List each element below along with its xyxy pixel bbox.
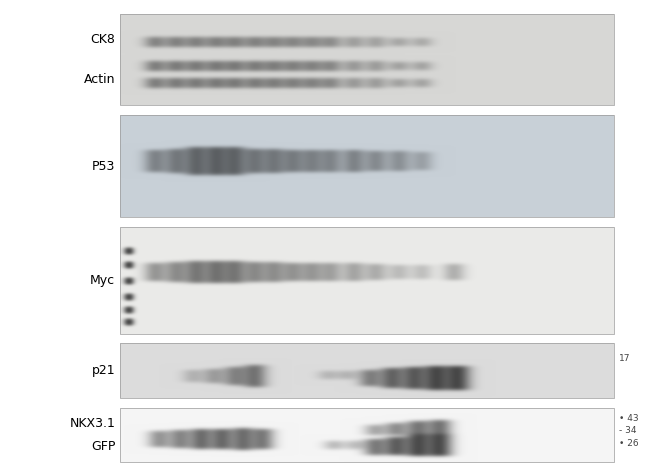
Text: p21: p21 xyxy=(92,364,115,377)
Text: 17: 17 xyxy=(619,354,630,363)
Bar xyxy=(120,227,614,334)
Text: P53: P53 xyxy=(92,159,115,172)
Text: CK8: CK8 xyxy=(90,33,115,46)
Text: Myc: Myc xyxy=(90,274,115,287)
Bar xyxy=(120,343,614,398)
Bar xyxy=(120,115,614,217)
Bar xyxy=(120,14,614,105)
Text: - 34: - 34 xyxy=(619,426,636,435)
Text: GFP: GFP xyxy=(91,440,115,453)
Bar xyxy=(120,408,614,462)
Text: Actin: Actin xyxy=(84,73,115,86)
Text: • 43: • 43 xyxy=(619,414,638,423)
Text: NKX3.1: NKX3.1 xyxy=(70,417,115,430)
Text: • 26: • 26 xyxy=(619,439,638,448)
